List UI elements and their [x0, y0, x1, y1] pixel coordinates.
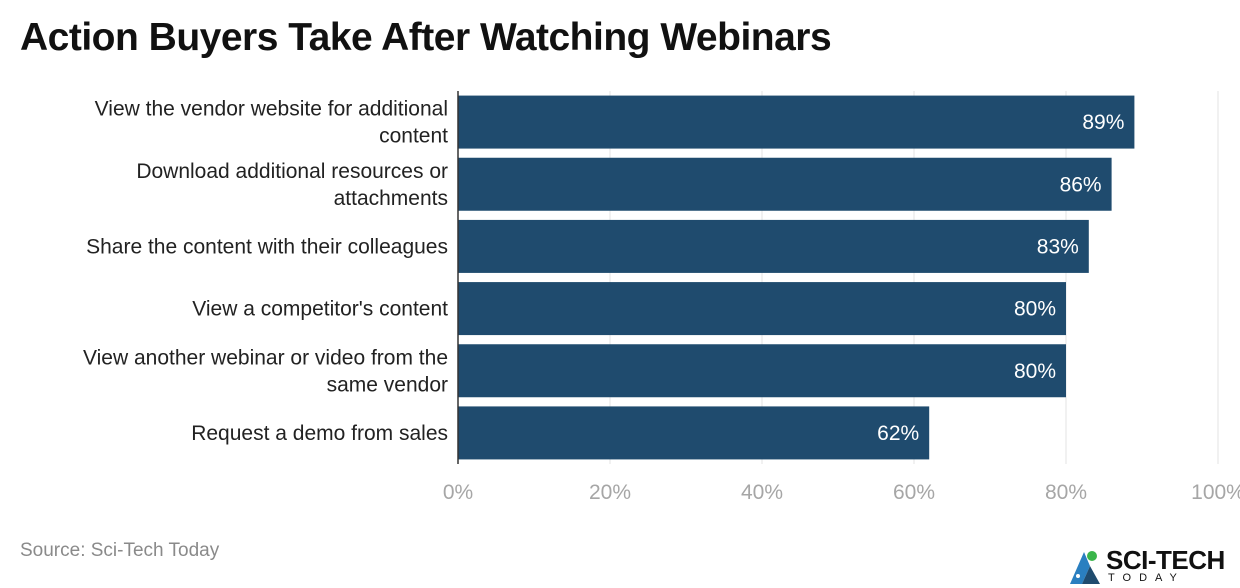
- category-label: View the vendor website for additional co…: [95, 98, 449, 148]
- logo-mark-icon: [1070, 551, 1100, 584]
- bar-value-label: 89%: [1082, 111, 1124, 134]
- bar-value-label: 83%: [1037, 235, 1079, 258]
- x-tick-label: 40%: [741, 481, 783, 504]
- category-label: Share the content with their colleagues: [86, 235, 448, 258]
- category-label: View another webinar or video from the sa…: [83, 346, 448, 396]
- bar: [458, 95, 1135, 149]
- x-tick-label: 20%: [589, 481, 631, 504]
- bar: [458, 406, 930, 460]
- sci-tech-today-logo: SCI-TECH TODAY: [1066, 545, 1238, 586]
- x-tick-label: 80%: [1045, 481, 1087, 504]
- x-tick-label: 60%: [893, 481, 935, 504]
- logo-text: SCI-TECH: [1106, 545, 1225, 575]
- category-label: View a competitor's content: [192, 298, 448, 321]
- x-tick-label: 0%: [443, 481, 473, 504]
- bar: [458, 344, 1066, 398]
- logo-subtext: TODAY: [1108, 572, 1185, 584]
- source-note: Source: Sci-Tech Today: [20, 540, 220, 561]
- bar: [458, 282, 1066, 336]
- bar: [458, 219, 1089, 273]
- bar-value-label: 80%: [1014, 298, 1056, 321]
- category-label: Request a demo from sales: [191, 422, 448, 445]
- bar-value-label: 62%: [877, 422, 919, 445]
- bar: [458, 157, 1112, 211]
- bar-value-label: 80%: [1014, 360, 1056, 383]
- chart-title: Action Buyers Take After Watching Webina…: [20, 16, 832, 59]
- category-label: Download additional resources or attachme…: [136, 160, 448, 210]
- x-tick-label: 100%: [1191, 481, 1240, 504]
- bar-value-label: 86%: [1060, 173, 1102, 196]
